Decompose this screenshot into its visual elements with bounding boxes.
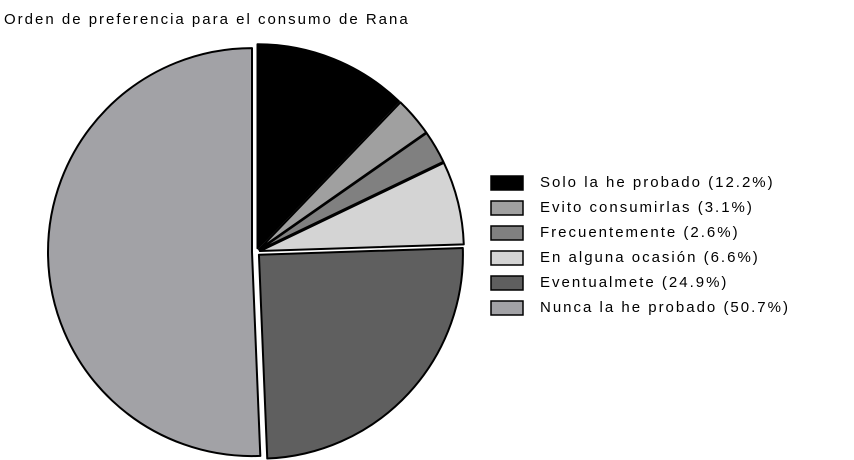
pie-slice bbox=[47, 47, 262, 458]
legend-label: En alguna ocasión (6.6%) bbox=[540, 249, 760, 266]
pie-slice bbox=[258, 161, 465, 253]
legend-label: Nunca la he probado (50.7%) bbox=[540, 299, 790, 316]
legend-swatch bbox=[490, 200, 524, 216]
legend-label: Solo la he probado (12.2%) bbox=[540, 174, 775, 191]
legend-label: Evito consumirlas (3.1%) bbox=[540, 199, 754, 216]
legend-swatch bbox=[490, 175, 524, 191]
pie-slice bbox=[256, 43, 400, 250]
legend-label: Frecuentemente (2.6%) bbox=[540, 224, 740, 241]
legend-swatch bbox=[490, 225, 524, 241]
chart-title: Orden de preferencia para el consumo de … bbox=[4, 11, 410, 28]
legend-swatch bbox=[490, 250, 524, 266]
legend-label: Eventualmete (24.9%) bbox=[540, 274, 728, 291]
legend-swatch bbox=[490, 275, 524, 291]
legend-swatch bbox=[490, 300, 524, 316]
pie-slice bbox=[257, 247, 464, 460]
pie-slice bbox=[258, 132, 445, 251]
